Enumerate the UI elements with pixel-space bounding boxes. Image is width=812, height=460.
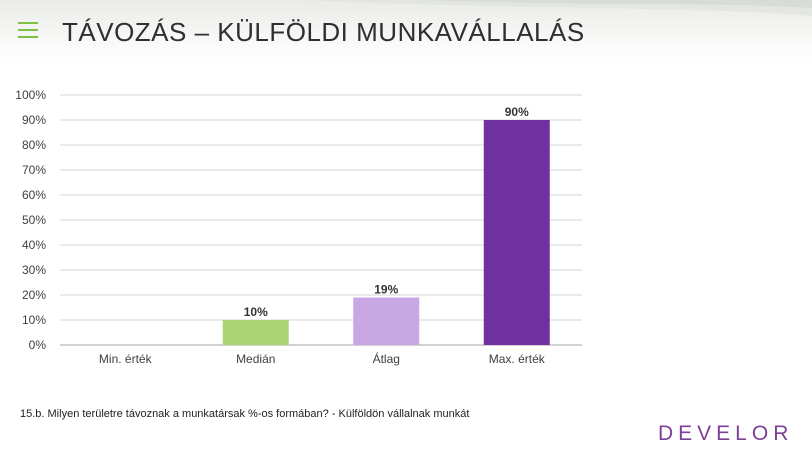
bar xyxy=(353,297,420,345)
y-tick-label: 10% xyxy=(22,313,46,327)
y-tick-label: 60% xyxy=(22,188,46,202)
y-tick-label: 30% xyxy=(22,263,46,277)
slide-title: TÁVOZÁS – KÜLFÖLDI MUNKAVÁLLALÁS xyxy=(62,17,585,47)
y-tick-label: 50% xyxy=(22,213,46,227)
data-label: 90% xyxy=(505,105,529,119)
y-tick-label: 70% xyxy=(22,163,46,177)
y-tick-label: 90% xyxy=(22,113,46,127)
footnote: 15.b. Milyen területre távoznak a munkat… xyxy=(20,408,470,420)
bar xyxy=(222,320,289,345)
data-label: 19% xyxy=(374,283,398,297)
y-tick-label: 80% xyxy=(22,138,46,152)
header-band xyxy=(0,0,812,62)
x-tick-label: Min. érték xyxy=(99,352,153,366)
menu-icon xyxy=(18,22,38,40)
header-swoosh xyxy=(300,0,812,16)
data-label: 10% xyxy=(244,305,268,319)
y-tick-label: 100% xyxy=(15,88,46,102)
y-tick-label: 0% xyxy=(29,338,47,352)
y-tick-label: 40% xyxy=(22,238,46,252)
bar xyxy=(483,120,550,345)
x-tick-label: Max. érték xyxy=(489,352,546,366)
x-tick-label: Medián xyxy=(236,352,275,366)
y-tick-label: 20% xyxy=(22,288,46,302)
develor-logo: DEVELOR xyxy=(658,422,794,445)
bar-chart: 0% 10% 20% 30% 40% 50% 60% 70% 80% 90% 100% Min. ér… xyxy=(15,88,582,366)
x-tick-label: Átlag xyxy=(373,351,400,366)
